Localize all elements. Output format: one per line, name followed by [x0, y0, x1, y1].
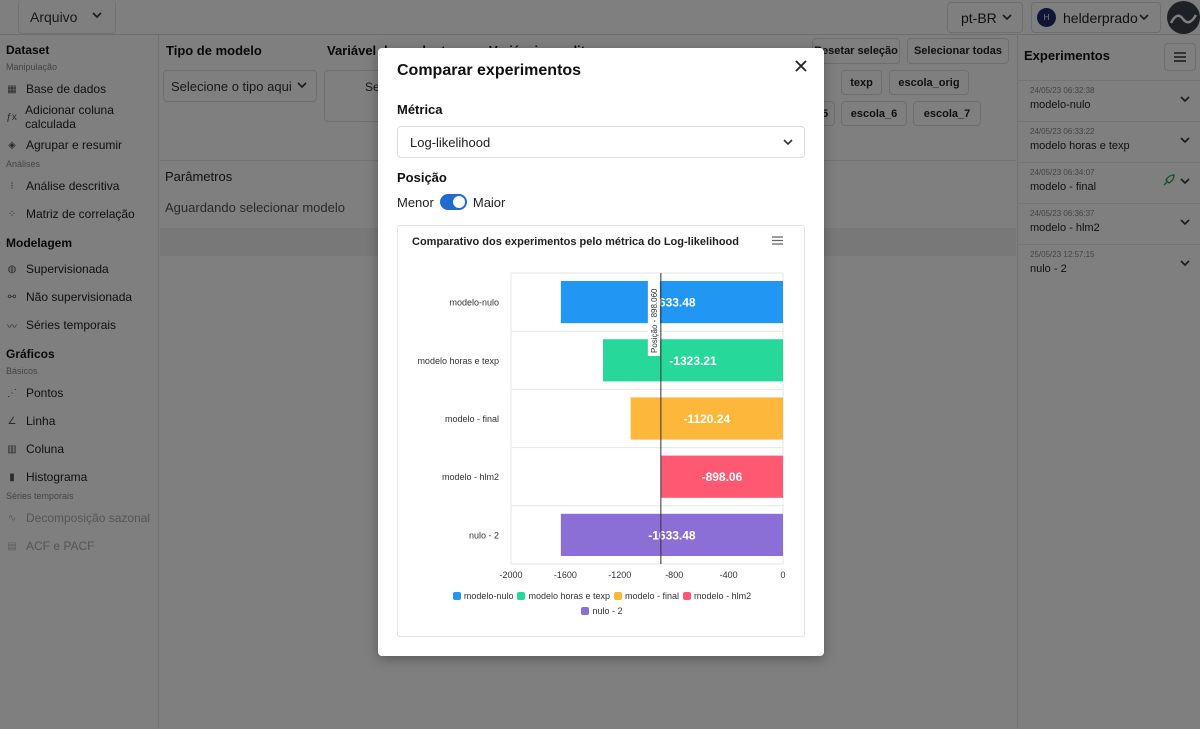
chart-menu-icon[interactable]: [771, 234, 784, 249]
bar-chart: -1633.48 modelo-nulo -1323.21 modelo horas …: [417, 272, 786, 580]
toggle-knob: [452, 196, 465, 208]
toggle-left-label: Menor: [397, 194, 434, 210]
legend-label: modelo - hlm2: [694, 591, 752, 601]
legend-swatch: [581, 607, 590, 615]
legend-label: modelo horas e texp: [528, 591, 611, 601]
x-tick-label: -1600: [554, 570, 577, 580]
category-label: modelo - hlm2: [442, 472, 499, 482]
legend-item[interactable]: nulo - 2: [581, 604, 623, 618]
legend-item[interactable]: modelo - hlm2: [683, 589, 751, 603]
category-label: modelo horas e texp: [417, 356, 499, 366]
bar-4: [560, 513, 783, 556]
legend-swatch: [614, 592, 623, 600]
position-label: Posição: [397, 170, 447, 185]
chart-title: Comparativo dos experimentos pelo métric…: [412, 236, 739, 248]
reference-label-text: Posição - 898.060: [650, 288, 659, 353]
legend-label: nulo - 2: [592, 606, 623, 616]
chevron-down-icon: [783, 139, 793, 146]
category-label: modelo-nulo: [449, 298, 499, 308]
x-tick-label: -1200: [608, 570, 631, 580]
metric-value: Log-likelihood: [410, 134, 491, 150]
chart-legend: modelo-nulo modelo horas e texp modelo - f…: [398, 589, 806, 619]
legend-item[interactable]: modelo - final: [614, 589, 679, 603]
metric-label: Métrica: [397, 102, 443, 117]
close-icon[interactable]: [793, 58, 809, 74]
position-toggle-row: Menor Maior: [397, 194, 505, 210]
chart-card: Comparativo dos experimentos pelo métric…: [397, 225, 805, 637]
toggle-right-label: Maior: [472, 194, 506, 210]
bar-0: [560, 281, 783, 324]
category-label: modelo - final: [445, 414, 499, 424]
x-tick-label: -2000: [499, 570, 522, 580]
metric-select[interactable]: Log-likelihood: [397, 126, 805, 158]
reference-line-label: Posição - 898.060: [647, 280, 660, 356]
legend-swatch: [452, 592, 461, 600]
bar-data-label: -1323.21: [669, 354, 717, 368]
x-tick-label: 0: [780, 570, 785, 580]
position-toggle[interactable]: [439, 194, 467, 210]
bar-3: [660, 455, 783, 498]
bar-data-label: -1633.48: [648, 528, 696, 542]
legend-item[interactable]: modelo-nulo: [452, 589, 514, 603]
bar-data-label: -1120.24: [683, 412, 730, 426]
legend-label: modelo-nulo: [463, 591, 514, 601]
x-tick-label: -800: [665, 570, 683, 580]
bar-data-label: -1633.48: [648, 296, 696, 310]
modal-title: Comparar experimentos: [397, 62, 582, 79]
legend-swatch: [683, 592, 692, 600]
reference-label-bg: [647, 280, 660, 356]
category-label: nulo - 2: [469, 530, 499, 540]
bar-2: [630, 397, 783, 440]
legend-label: modelo - final: [625, 591, 680, 601]
legend-item[interactable]: modelo horas e texp: [517, 589, 610, 603]
legend-swatch: [517, 592, 526, 600]
x-tick-label: -400: [720, 570, 738, 580]
compare-experiments-modal: Comparar experimentos Métrica Log-likeli…: [378, 48, 824, 656]
bar-1: [603, 339, 783, 382]
bar-data-label: -898.06: [702, 470, 743, 484]
